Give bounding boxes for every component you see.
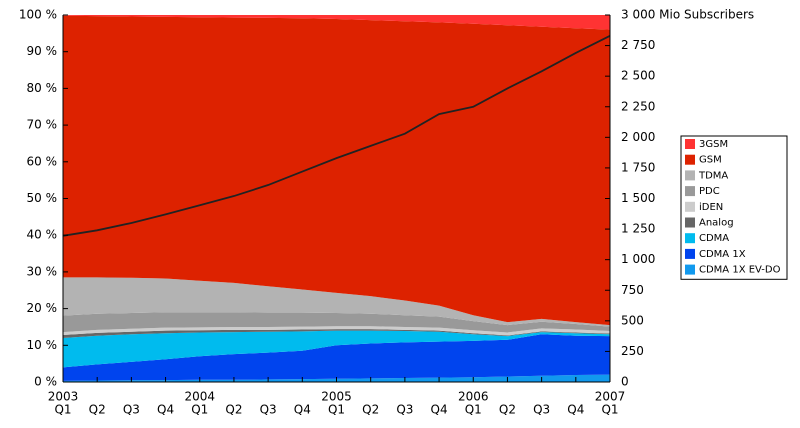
- x-tick-label: Q4: [157, 403, 174, 417]
- legend-label: CDMA: [699, 233, 729, 244]
- y-tick-label: 40 %: [27, 228, 58, 242]
- legend-swatch: [685, 264, 695, 275]
- x-tick-label: Q1: [191, 403, 208, 417]
- x-tick-label: Q1: [465, 403, 482, 417]
- y-tick-label: 60 %: [27, 154, 58, 168]
- area: [63, 277, 610, 327]
- y-tick-label: 20 %: [27, 301, 58, 315]
- area: [63, 334, 610, 381]
- y-tick-label: 30 %: [27, 264, 58, 278]
- year-label: 2003: [48, 390, 79, 404]
- legend-swatch: [685, 201, 695, 212]
- subscriber-line: [62, 34, 611, 237]
- y2-tick-label: 0: [621, 375, 629, 389]
- area: [63, 15, 610, 326]
- y2-tick-label: 3 000 Mio Subscribers: [621, 8, 754, 22]
- legend-label: Analog: [699, 218, 734, 229]
- legend-box: [680, 135, 788, 280]
- y-tick-label: 90 %: [27, 44, 58, 58]
- y2-tick-label: 1 000: [621, 252, 655, 266]
- y2-tick-label: 1 250: [621, 222, 655, 236]
- y2-tick-label: 2 750: [621, 38, 655, 52]
- legend-swatch: [685, 170, 695, 181]
- legend-swatch: [685, 139, 695, 149]
- legend-swatch: [685, 248, 695, 259]
- x-tick-label: Q4: [567, 403, 584, 417]
- legend-swatch: [685, 154, 695, 165]
- x-tick-label: Q3: [123, 403, 140, 417]
- x-tick-label: Q3: [396, 403, 413, 417]
- x-tick-label: Q3: [260, 403, 277, 417]
- y-tick-label: 0 %: [34, 375, 57, 389]
- area: [63, 329, 610, 338]
- y2-tick-label: 1 500: [621, 191, 655, 205]
- x-tick-label: Q2: [225, 403, 242, 417]
- legend-label: GSM: [699, 155, 722, 166]
- area: [63, 15, 610, 30]
- x-tick-label: Q3: [533, 403, 550, 417]
- y-tick-label: 80 %: [27, 81, 58, 95]
- y2-tick-label: 1 750: [621, 160, 655, 174]
- legend-swatch: [685, 217, 695, 228]
- y2-tick-label: 500: [621, 313, 644, 327]
- legend-swatch: [685, 186, 695, 197]
- year-label: 2007: [595, 390, 626, 404]
- y-tick-label: 70 %: [27, 118, 58, 132]
- legend-label: CDMA 1X EV-DO: [699, 265, 781, 276]
- x-tick-label: Q4: [431, 403, 448, 417]
- y2-tick-label: 2 500: [621, 69, 655, 83]
- year-label: 2004: [184, 390, 215, 404]
- legend-label: iDEN: [699, 202, 723, 213]
- y2-tick-label: 250: [621, 344, 644, 358]
- x-tick-label: Q1: [54, 403, 71, 417]
- legend-label: 3GSM: [699, 139, 728, 150]
- y-tick-label: 100 %: [19, 8, 57, 22]
- x-tick-label: Q2: [89, 403, 106, 417]
- x-tick-label: Q1: [601, 403, 618, 417]
- legend-label: CDMA 1X: [699, 249, 746, 260]
- legend-label: PDC: [699, 186, 720, 197]
- area: [63, 330, 610, 368]
- y-tick-label: 10 %: [27, 338, 58, 352]
- area: [63, 326, 610, 336]
- area: [63, 312, 610, 333]
- x-tick-label: Q2: [499, 403, 516, 417]
- y2-tick-label: 2 000: [621, 130, 655, 144]
- year-label: 2005: [321, 390, 352, 404]
- legend-label: TDMA: [698, 170, 728, 181]
- x-tick-label: Q4: [294, 403, 311, 417]
- year-label: 2006: [458, 390, 489, 404]
- legend-swatch: [685, 233, 695, 244]
- y2-tick-label: 2 250: [621, 99, 655, 113]
- y-tick-label: 50 %: [27, 191, 58, 205]
- y2-tick-label: 750: [621, 283, 644, 297]
- x-tick-label: Q2: [362, 403, 379, 417]
- x-tick-label: Q1: [328, 403, 345, 417]
